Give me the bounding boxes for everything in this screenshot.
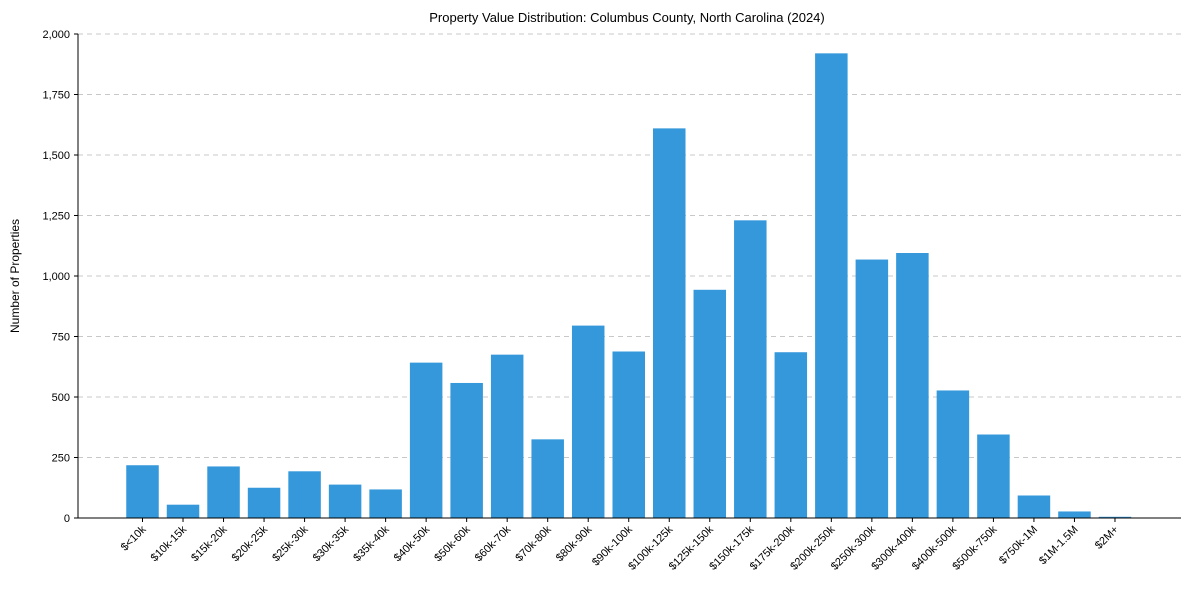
y-tick-label: 0 — [64, 513, 70, 525]
bar — [774, 352, 808, 518]
x-tick-label: $1M-1.5M — [1037, 524, 1081, 568]
bar — [207, 466, 240, 518]
bar — [815, 53, 848, 519]
y-axis-ticks: 0 250 500 750 1,000 1,250 1,500 1,750 2,000 — [42, 29, 78, 525]
bar — [450, 382, 483, 518]
bar — [531, 439, 564, 518]
bar — [855, 259, 889, 518]
y-axis-label: Number of Properties — [8, 219, 22, 333]
x-tick-label: $35k-40k — [351, 523, 392, 564]
bar — [1058, 511, 1091, 518]
bar — [1017, 495, 1051, 518]
bar — [571, 325, 605, 518]
bar — [490, 354, 524, 518]
x-tick-label: $40k-50k — [392, 523, 433, 564]
x-tick-label: $750k-1M — [997, 524, 1040, 567]
bar — [126, 465, 159, 518]
y-tick-label: 500 — [52, 392, 70, 404]
chart-title: Property Value Distribution: Columbus Co… — [429, 10, 824, 25]
bar — [247, 487, 281, 518]
bar — [166, 504, 200, 518]
bar — [693, 289, 727, 518]
x-tick-label: $60k-70k — [473, 523, 514, 564]
y-tick-label: 2,000 — [42, 29, 70, 41]
y-tick-label: 1,750 — [42, 90, 70, 102]
bar — [328, 484, 362, 518]
bar — [936, 390, 970, 518]
x-tick-label: $500k-750k — [950, 523, 999, 572]
bar — [653, 128, 686, 518]
bar — [409, 362, 443, 518]
y-tick-label: 1,000 — [42, 271, 70, 283]
bar — [896, 253, 929, 518]
bar — [977, 434, 1010, 518]
x-tick-label: $50k-60k — [432, 523, 473, 564]
y-tick-label: 1,250 — [42, 211, 70, 223]
grid-lines — [78, 33, 1181, 458]
bar — [612, 351, 645, 518]
x-tick-label: $80k-90k — [554, 523, 595, 564]
bar — [1098, 516, 1132, 518]
x-tick-label: $<10k — [119, 523, 149, 553]
bar — [734, 220, 767, 518]
x-tick-label: $10k-15k — [149, 523, 190, 564]
x-tick-label: $25k-30k — [270, 523, 311, 564]
bar — [369, 489, 402, 518]
y-tick-label: 1,500 — [42, 150, 70, 162]
bar — [288, 471, 321, 518]
y-tick-label: 750 — [52, 332, 70, 344]
x-tick-label: $70k-80k — [513, 523, 554, 564]
x-tick-label: $30k-35k — [311, 523, 352, 564]
x-tick-label: $15k-20k — [189, 523, 230, 564]
x-tick-label: $20k-25k — [230, 523, 271, 564]
bars — [126, 53, 1132, 519]
x-axis-ticks: $<10k $10k-15k $15k-20k $20k-25k $25k-30k $30… — [119, 518, 1121, 573]
y-tick-label: 250 — [52, 453, 70, 465]
x-tick-label: $2M+ — [1093, 524, 1121, 552]
